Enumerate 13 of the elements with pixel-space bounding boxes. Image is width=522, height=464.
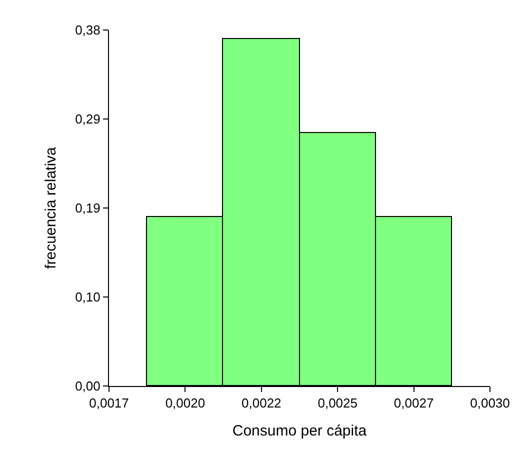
y-axis-title: frecuencia relativa [42, 146, 60, 269]
x-tick-label: 0,0022 [242, 396, 282, 411]
y-tick-label: 0,10 [75, 290, 100, 305]
y-tick-label: 0,38 [75, 22, 100, 38]
y-tick-label: 0,29 [75, 112, 100, 127]
x-tick-label: 0,0017 [89, 396, 129, 411]
x-tick-label: 0,0027 [394, 396, 434, 411]
x-axis-title: Consumo per cápita [232, 422, 368, 440]
y-tick-label: 0,19 [75, 200, 100, 216]
x-tick-label: 0,0020 [165, 396, 206, 411]
x-tick-label: 0,0030 [470, 396, 510, 411]
y-tick-label: 0,00 [75, 378, 100, 394]
x-tick-label: 0,0025 [318, 396, 358, 411]
